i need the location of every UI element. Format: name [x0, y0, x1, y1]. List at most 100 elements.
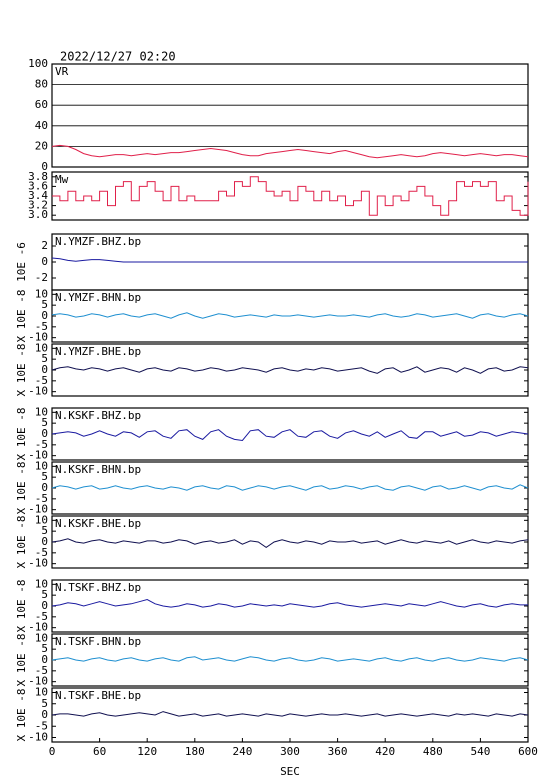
y-tick-label: 5 [41, 697, 48, 710]
panel-label: N.YMZF.BHE.bp [55, 345, 141, 358]
y-tick-label: -10 [28, 449, 48, 462]
y-tick-label: 0 [41, 363, 48, 376]
y-tick-label: 10 [35, 631, 48, 644]
y-tick-label: -5 [35, 719, 48, 732]
trace [51, 366, 529, 374]
y-tick-label: -10 [28, 731, 48, 744]
trace [51, 312, 529, 319]
x-tick-label: 540 [470, 745, 490, 758]
y-axis-label: X 10E -8 [15, 634, 28, 687]
y-tick-label: 5 [41, 352, 48, 365]
y-tick-label: 3.8 [28, 170, 48, 183]
y-tick-label: 0 [41, 481, 48, 494]
x-tick-label: 60 [93, 745, 106, 758]
y-axis-label: X 10E -8 [15, 344, 28, 397]
y-tick-label: 0 [41, 160, 48, 173]
y-tick-label: 80 [35, 78, 48, 91]
y-tick-label: -10 [28, 503, 48, 516]
x-tick-label: 240 [232, 745, 252, 758]
y-tick-label: 10 [35, 459, 48, 472]
y-tick-label: -2 [35, 271, 48, 284]
trace [51, 484, 529, 491]
y-tick-label: -10 [28, 557, 48, 570]
y-axis-label: X 10E -8 [15, 290, 28, 343]
y-tick-label: -10 [28, 675, 48, 688]
y-tick-label: 5 [41, 416, 48, 429]
y-tick-label: 5 [41, 524, 48, 537]
panel-label: N.KSKF.BHZ.bp [55, 409, 141, 422]
y-tick-label: -5 [35, 438, 48, 451]
y-axis-label: X 10E -8 [15, 408, 28, 461]
y-tick-label: 100 [28, 57, 48, 70]
y-tick-label: -5 [35, 492, 48, 505]
y-axis-label: 10E -6 [15, 242, 28, 282]
y-tick-label: 0 [41, 653, 48, 666]
y-tick-label: 3.0 [28, 208, 48, 221]
y-tick-label: -5 [35, 374, 48, 387]
y-tick-label: 5 [41, 298, 48, 311]
y-tick-label: 0 [41, 427, 48, 440]
y-tick-label: -10 [28, 331, 48, 344]
y-tick-label: 10 [35, 513, 48, 526]
y-tick-label: -5 [35, 610, 48, 623]
trace [51, 538, 529, 549]
y-tick-label: 60 [35, 98, 48, 111]
trace [51, 257, 528, 263]
y-tick-label: 3.2 [28, 199, 48, 212]
panel-label: VR [55, 65, 69, 78]
y-tick-label: 3.4 [28, 189, 48, 202]
y-tick-label: 0 [41, 708, 48, 721]
panel-label: Mw [55, 173, 69, 186]
panel-label: N.KSKF.BHE.bp [55, 517, 141, 530]
y-tick-label: 0 [41, 255, 48, 268]
panel-label: N.YMZF.BHN.bp [55, 291, 141, 304]
x-tick-label: 120 [137, 745, 157, 758]
panel-label: N.YMZF.BHZ.bp [55, 235, 141, 248]
y-tick-label: -5 [35, 546, 48, 559]
y-tick-label: 10 [35, 686, 48, 699]
y-tick-label: 2 [41, 239, 48, 252]
trace [51, 144, 529, 159]
y-tick-label: -10 [28, 385, 48, 398]
y-tick-label: 10 [35, 341, 48, 354]
x-tick-label: 420 [375, 745, 395, 758]
y-tick-label: -5 [35, 664, 48, 677]
y-tick-label: 3.6 [28, 179, 48, 192]
y-tick-label: 0 [41, 535, 48, 548]
y-tick-label: 10 [35, 577, 48, 590]
x-axis-label: SEC [280, 765, 300, 778]
panel-frame [51, 63, 529, 168]
y-axis-label: X 10E -8 [15, 462, 28, 515]
y-tick-label: 20 [35, 139, 48, 152]
panel-label: N.TSKF.BHN.bp [55, 635, 141, 648]
trace [52, 176, 529, 216]
x-tick-label: 180 [185, 745, 205, 758]
y-tick-label: -5 [35, 320, 48, 333]
panel-label: N.KSKF.BHN.bp [55, 463, 141, 476]
y-tick-label: 5 [41, 642, 48, 655]
x-tick-label: 360 [328, 745, 348, 758]
panel-label: N.TSKF.BHE.bp [55, 689, 141, 702]
y-tick-label: -10 [28, 621, 48, 634]
y-tick-label: 5 [41, 470, 48, 483]
y-tick-label: 40 [35, 119, 48, 132]
x-tick-label: 600 [518, 745, 538, 758]
panel-label: N.TSKF.BHZ.bp [55, 581, 141, 594]
y-axis-label: X 10E -8 [15, 516, 28, 569]
trace [51, 598, 528, 608]
y-tick-label: 10 [35, 405, 48, 418]
y-tick-label: 0 [41, 309, 48, 322]
chart-title: 2022/12/27 02:20 [60, 50, 176, 64]
y-tick-label: 0 [41, 599, 48, 612]
trace [51, 711, 529, 717]
x-tick-label: 0 [49, 745, 56, 758]
x-tick-label: 480 [423, 745, 443, 758]
y-tick-label: 5 [41, 588, 48, 601]
trace [51, 429, 529, 442]
x-tick-label: 300 [280, 745, 300, 758]
y-axis-label: X 10E -8 [15, 580, 28, 633]
y-tick-label: 10 [35, 287, 48, 300]
y-axis-label: X 10E -8 [15, 689, 28, 742]
trace [51, 656, 529, 662]
